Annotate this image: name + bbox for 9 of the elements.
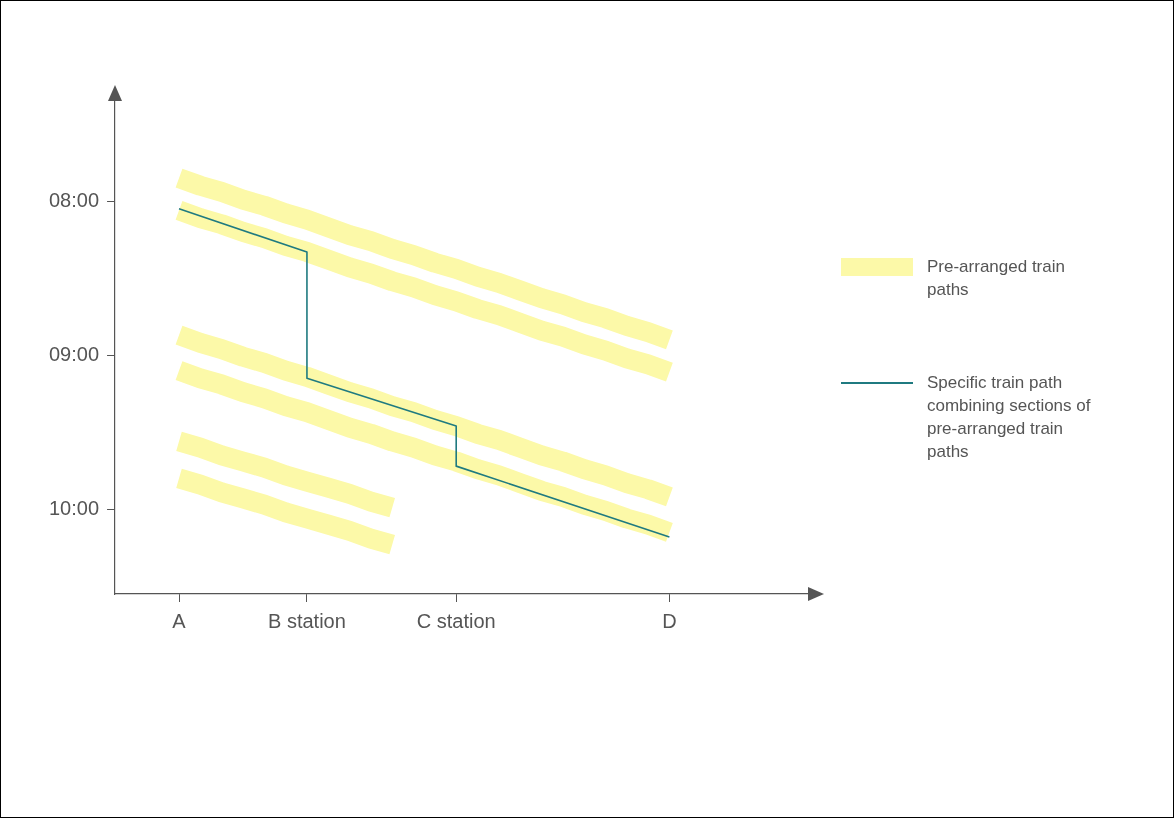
x-tick-label: C station: [416, 609, 496, 632]
x-tick-label: A: [172, 609, 187, 632]
y-tick-label: 08:00: [48, 188, 100, 211]
legend-label: Specific train path combining sections of pre-arranged train paths: [927, 371, 1091, 463]
y-tick-label: 09:00: [48, 342, 100, 365]
legend-label: Pre-arranged train paths: [927, 256, 1066, 301]
x-tick-label: B station: [268, 609, 346, 632]
x-tick-label: D: [662, 609, 677, 632]
y-tick-label: 10:00: [48, 496, 100, 519]
